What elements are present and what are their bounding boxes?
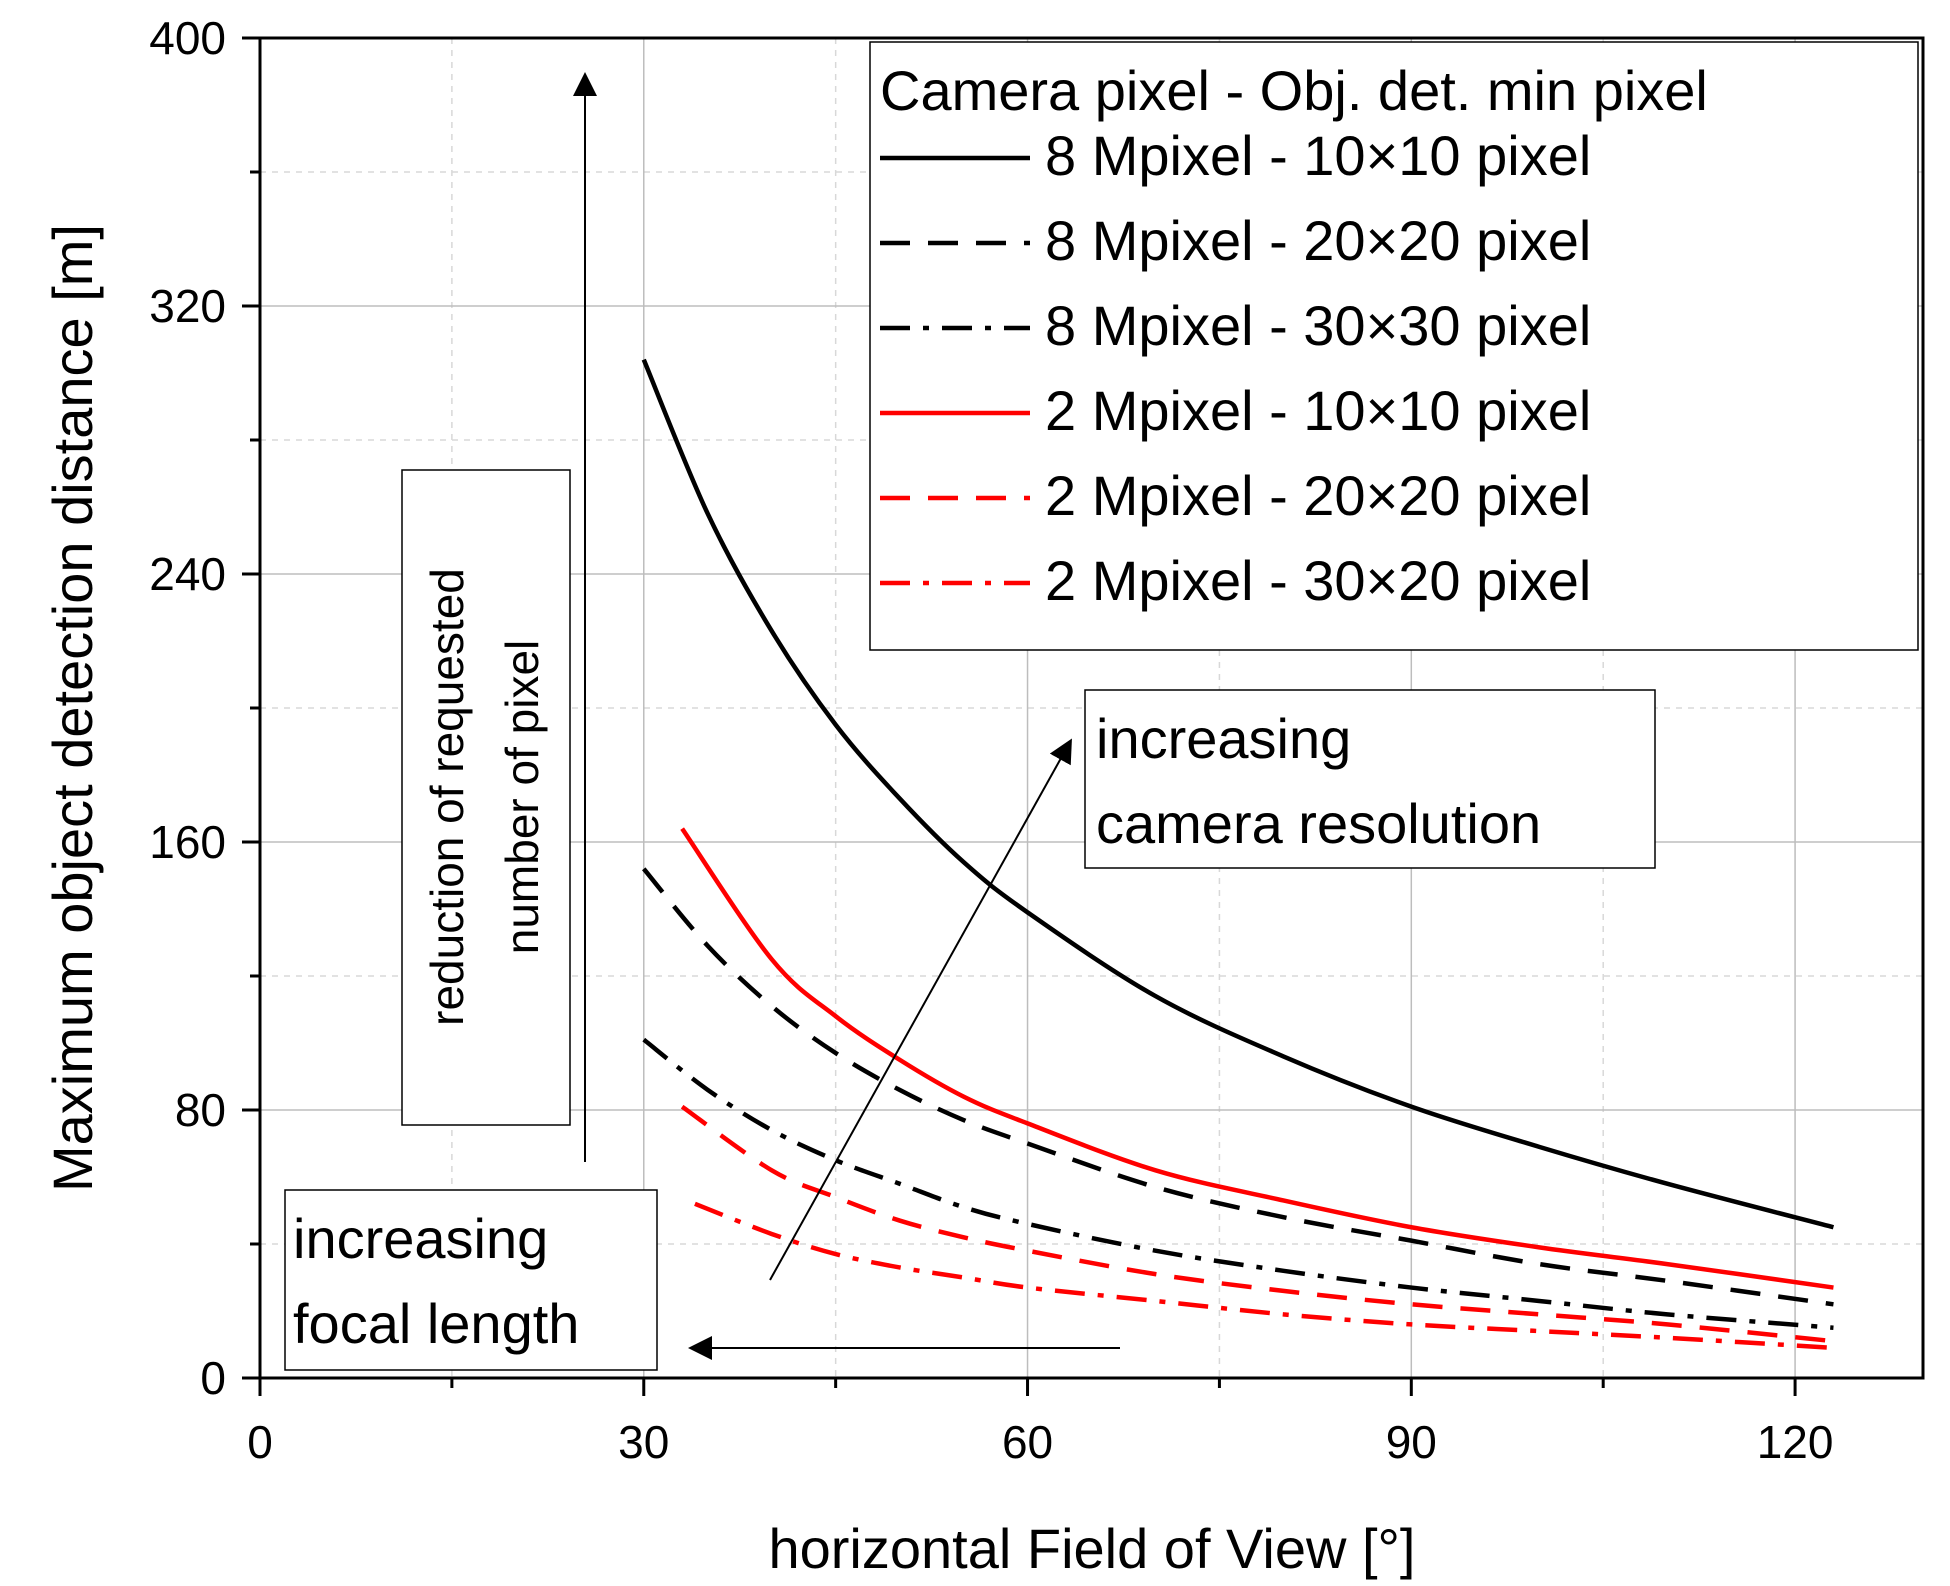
x-tick-label: 30 (618, 1416, 669, 1468)
resolution-annotation-line2: camera resolution (1096, 792, 1541, 855)
series-line-1 (641, 358, 1835, 1230)
focal-annotation-line2: focal length (293, 1292, 579, 1355)
y-tick-label: 240 (149, 548, 226, 600)
x-tick-label: 0 (247, 1416, 273, 1468)
legend-label-1: 8 Mpixel - 10×10 pixel (1045, 124, 1591, 187)
y-tick-label: 80 (175, 1084, 226, 1136)
reduction-annotation-box (401, 469, 571, 1126)
legend-label-5: 2 Mpixel - 20×20 pixel (1045, 464, 1591, 527)
focal-annotation-line1: increasing (293, 1207, 548, 1270)
x-axis-label: horizontal Field of View [°] (768, 1517, 1415, 1580)
series-line-5 (680, 1104, 1834, 1344)
legend-title: Camera pixel - Obj. det. min pixel (880, 59, 1708, 122)
legend-label-3: 8 Mpixel - 30×30 pixel (1045, 294, 1591, 357)
reduction-annotation-line2: number of pixel (496, 640, 548, 955)
legend: Camera pixel - Obj. det. min pixel 8 Mpi… (869, 41, 1919, 651)
y-tick-label: 320 (149, 280, 226, 332)
series-line-4 (680, 827, 1834, 1290)
series-line-6 (694, 1201, 1834, 1351)
focal-annotation-box (284, 1189, 658, 1371)
legend-label-6: 2 Mpixel - 30×20 pixel (1045, 549, 1591, 612)
legend-box (869, 41, 1919, 651)
legend-label-4: 2 Mpixel - 10×10 pixel (1045, 379, 1591, 442)
resolution-annotation-line1: increasing (1096, 707, 1351, 770)
plot-frame (258, 36, 1925, 1380)
y-tick-label: 400 (149, 12, 226, 64)
y-axis-label: Maximum object detection distance [m] (41, 224, 104, 1192)
x-tick-label: 120 (1757, 1416, 1834, 1468)
resolution-annotation-box (1084, 689, 1656, 869)
reduction-annotation-line1: reduction of requested (421, 568, 473, 1026)
x-tick-label: 60 (1002, 1416, 1053, 1468)
series-line-3 (642, 1037, 1834, 1330)
legend-label-2: 8 Mpixel - 20×20 pixel (1045, 209, 1591, 272)
x-tick-label: 90 (1386, 1416, 1437, 1468)
axis-ticks: 0 30 60 90 120 0 80 160 240 320 400 (149, 12, 1833, 1468)
y-tick-label: 0 (200, 1352, 226, 1404)
series-lines (641, 358, 1835, 1351)
series-line-2 (642, 867, 1834, 1307)
resolution-arrow (769, 738, 1072, 1281)
y-tick-label: 160 (149, 816, 226, 868)
